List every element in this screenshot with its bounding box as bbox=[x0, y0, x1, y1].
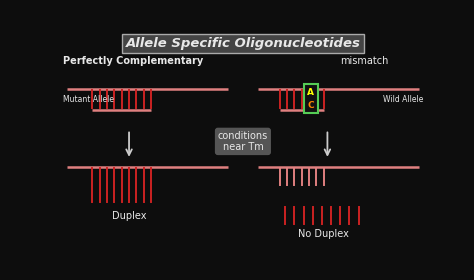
Text: conditions
near Tm: conditions near Tm bbox=[218, 130, 268, 152]
Text: Allele Specific Oligonucleotides: Allele Specific Oligonucleotides bbox=[126, 37, 360, 50]
Text: C: C bbox=[308, 101, 314, 110]
Text: No Duplex: No Duplex bbox=[298, 229, 349, 239]
Bar bbox=[304, 84, 318, 113]
Text: Perfectly Complementary: Perfectly Complementary bbox=[63, 55, 203, 66]
Text: Wild Allele: Wild Allele bbox=[383, 95, 423, 104]
Text: A: A bbox=[307, 88, 314, 97]
Text: Mutant Allele: Mutant Allele bbox=[63, 95, 114, 104]
Text: mismatch: mismatch bbox=[340, 55, 389, 66]
Text: Duplex: Duplex bbox=[112, 211, 146, 221]
